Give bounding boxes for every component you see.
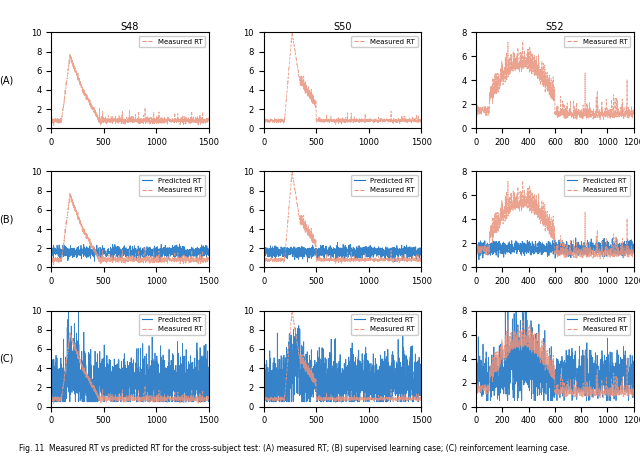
Title: S50: S50: [333, 22, 351, 31]
Legend: Predicted RT, Measured RT: Predicted RT, Measured RT: [139, 314, 205, 335]
Text: Fig. 11  Measured RT vs predicted RT for the cross-subject test: (A) measured RT: Fig. 11 Measured RT vs predicted RT for …: [19, 444, 570, 452]
Legend: Measured RT: Measured RT: [564, 36, 630, 48]
Legend: Predicted RT, Measured RT: Predicted RT, Measured RT: [564, 175, 630, 196]
Y-axis label: (A): (A): [0, 75, 13, 85]
Legend: Measured RT: Measured RT: [139, 36, 205, 48]
Y-axis label: (B): (B): [0, 214, 13, 225]
Title: S52: S52: [545, 22, 564, 31]
Legend: Measured RT: Measured RT: [351, 36, 418, 48]
Title: S48: S48: [121, 22, 139, 31]
Legend: Predicted RT, Measured RT: Predicted RT, Measured RT: [564, 314, 630, 335]
Legend: Predicted RT, Measured RT: Predicted RT, Measured RT: [351, 175, 418, 196]
Legend: Predicted RT, Measured RT: Predicted RT, Measured RT: [351, 314, 418, 335]
Y-axis label: (C): (C): [0, 353, 13, 364]
Legend: Predicted RT, Measured RT: Predicted RT, Measured RT: [139, 175, 205, 196]
